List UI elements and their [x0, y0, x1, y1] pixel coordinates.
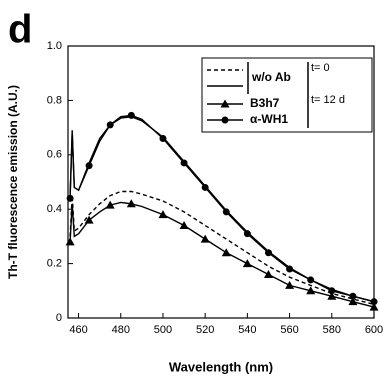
- marker: [264, 270, 273, 278]
- y-tick-label: 1.0: [47, 40, 62, 52]
- legend-label: B3h7: [250, 96, 280, 110]
- marker: [223, 208, 230, 215]
- marker: [107, 121, 114, 128]
- x-tick-label: 580: [323, 324, 341, 336]
- x-tick-label: 560: [280, 324, 298, 336]
- marker: [328, 287, 335, 294]
- marker: [128, 112, 135, 119]
- legend-marker: [222, 117, 229, 124]
- marker: [201, 235, 210, 243]
- marker: [243, 259, 252, 267]
- annotation: t= 0: [311, 62, 330, 74]
- marker: [222, 248, 231, 256]
- marker: [86, 162, 93, 169]
- x-tick-label: 500: [154, 324, 172, 336]
- legend-label: α-WH1: [250, 112, 288, 126]
- marker: [180, 221, 189, 229]
- marker: [202, 184, 209, 191]
- marker: [66, 237, 75, 245]
- marker: [244, 230, 251, 237]
- x-tick-label: 600: [365, 324, 383, 336]
- marker: [371, 298, 378, 305]
- chart: d Wavelength (nm) Th-T fluorescence emis…: [0, 0, 384, 380]
- y-tick-label: 0.4: [47, 203, 62, 215]
- x-tick-label: 460: [69, 324, 87, 336]
- marker: [67, 195, 74, 202]
- y-tick-label: 0.2: [47, 258, 62, 270]
- marker: [286, 266, 293, 273]
- y-tick-label: 0.8: [47, 94, 62, 106]
- x-axis-title: Wavelength (nm): [169, 359, 273, 374]
- panel-label: d: [8, 8, 32, 52]
- legend-label: w/o Ab: [251, 70, 291, 84]
- x-tick-label: 540: [238, 324, 256, 336]
- data-line: [70, 115, 374, 301]
- marker: [285, 281, 294, 289]
- marker: [181, 159, 188, 166]
- marker: [349, 293, 356, 300]
- marker: [158, 210, 167, 218]
- y-axis-title: Th-T fluorescence emission (A.U.): [6, 85, 20, 279]
- y-tick-label: 0: [56, 312, 62, 324]
- x-tick-label: 520: [196, 324, 214, 336]
- x-tick-label: 480: [112, 324, 130, 336]
- marker: [265, 249, 272, 256]
- marker: [159, 135, 166, 142]
- marker: [307, 276, 314, 283]
- data-line: [70, 117, 374, 302]
- annotation: t= 12 d: [311, 94, 345, 106]
- y-tick-label: 0.6: [47, 149, 62, 161]
